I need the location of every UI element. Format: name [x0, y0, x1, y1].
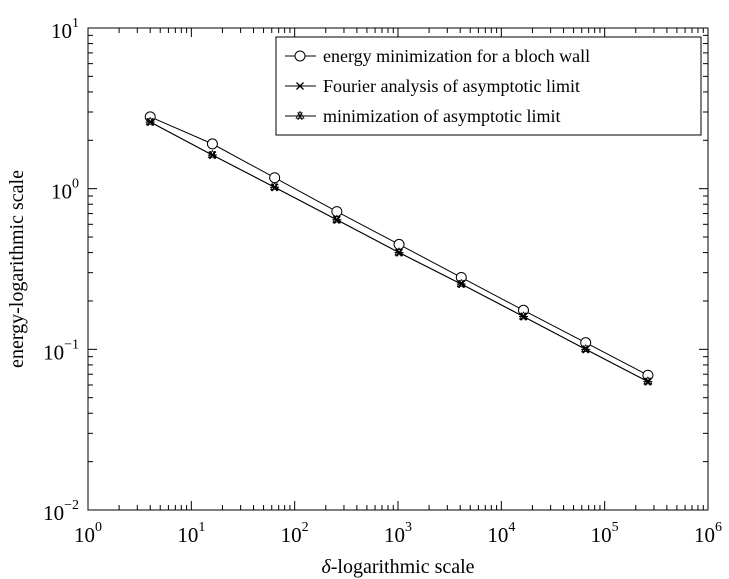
- x-tick-base: 10: [281, 523, 302, 547]
- x-axis-label-symbol: δ: [321, 556, 331, 578]
- y-tick-base: 10: [43, 340, 64, 364]
- data-point-tri: [581, 344, 591, 352]
- x-tick-exponent: 5: [612, 520, 619, 535]
- y-axis-label: energy-logarithmic scale: [6, 170, 28, 368]
- x-tick-exponent: 2: [302, 520, 309, 535]
- x-tick-label: 101: [177, 520, 205, 547]
- data-point: [393, 238, 405, 250]
- x-tick-label: 100: [74, 520, 102, 547]
- data-point: [455, 271, 467, 283]
- data-point-tri: [332, 214, 342, 223]
- data-point: [517, 304, 529, 316]
- legend-marker-tri: [295, 110, 305, 119]
- legend-label: minimization of asymptotic limit: [323, 106, 560, 126]
- y-tick-exponent: 1: [72, 16, 79, 31]
- axis-ticks: [87, 27, 709, 511]
- data-point-tri: [643, 376, 653, 385]
- series-1: [144, 111, 654, 381]
- data-point: [269, 172, 281, 184]
- x-tick-base: 10: [694, 523, 715, 547]
- x-tick-label: 105: [591, 520, 619, 547]
- y-tick-exponent: −2: [64, 498, 79, 513]
- x-tick-exponent: 1: [198, 520, 205, 535]
- x-tick-label: 104: [487, 520, 515, 547]
- legend-label: energy minimization for a bloch wall: [323, 46, 590, 66]
- x-tick-exponent: 4: [508, 520, 515, 535]
- y-tick-label: 101: [51, 16, 79, 43]
- legend-box: [275, 36, 702, 136]
- x-tick-label: 106: [694, 520, 722, 547]
- data-point: [331, 206, 343, 218]
- x-tick-exponent: 6: [715, 520, 722, 535]
- x-tick-label: 102: [281, 520, 309, 547]
- legend-marker: [294, 50, 306, 62]
- x-tick-exponent: 0: [95, 520, 102, 535]
- y-tick-base: 10: [51, 180, 72, 204]
- x-tick-base: 10: [384, 523, 405, 547]
- data-point-tri: [394, 247, 404, 256]
- data-point-tri: [518, 311, 529, 320]
- series-layer: [144, 111, 654, 386]
- data-point-tri: [207, 149, 218, 158]
- legend-label: Fourier analysis of asymptotic limit: [323, 76, 580, 96]
- y-tick-label: 10−2: [43, 498, 79, 525]
- legend-item: minimization of asymptotic limit: [285, 106, 560, 126]
- x-tick-base: 10: [74, 523, 95, 547]
- series-3: [145, 116, 653, 386]
- legend-marker: [296, 82, 304, 90]
- y-tick-base: 10: [51, 19, 72, 43]
- data-point: [580, 337, 592, 349]
- y-tick-label: 10−1: [43, 337, 79, 364]
- legend-item: Fourier analysis of asymptotic limit: [285, 76, 580, 96]
- data-point-tri: [456, 278, 466, 287]
- y-tick-exponent: −1: [64, 337, 79, 352]
- data-point: [642, 369, 654, 381]
- x-axis-label-text: -logarithmic scale: [331, 556, 475, 578]
- x-tick-base: 10: [487, 523, 508, 547]
- y-tick-label: 100: [51, 177, 79, 204]
- data-point: [206, 138, 218, 150]
- x-tick-label: 103: [384, 520, 412, 547]
- x-tick-base: 10: [177, 523, 198, 547]
- y-tick-exponent: 0: [72, 177, 79, 192]
- data-point-tri: [270, 181, 280, 190]
- x-axis-label: δ-logarithmic scale: [321, 556, 474, 578]
- legend: energy minimization for a bloch wall Four…: [275, 36, 702, 136]
- x-tick-base: 10: [591, 523, 612, 547]
- legend-item: energy minimization for a bloch wall: [285, 46, 590, 66]
- data-point-tri: [145, 116, 155, 125]
- y-tick-base: 10: [43, 501, 64, 525]
- x-tick-exponent: 3: [405, 520, 412, 535]
